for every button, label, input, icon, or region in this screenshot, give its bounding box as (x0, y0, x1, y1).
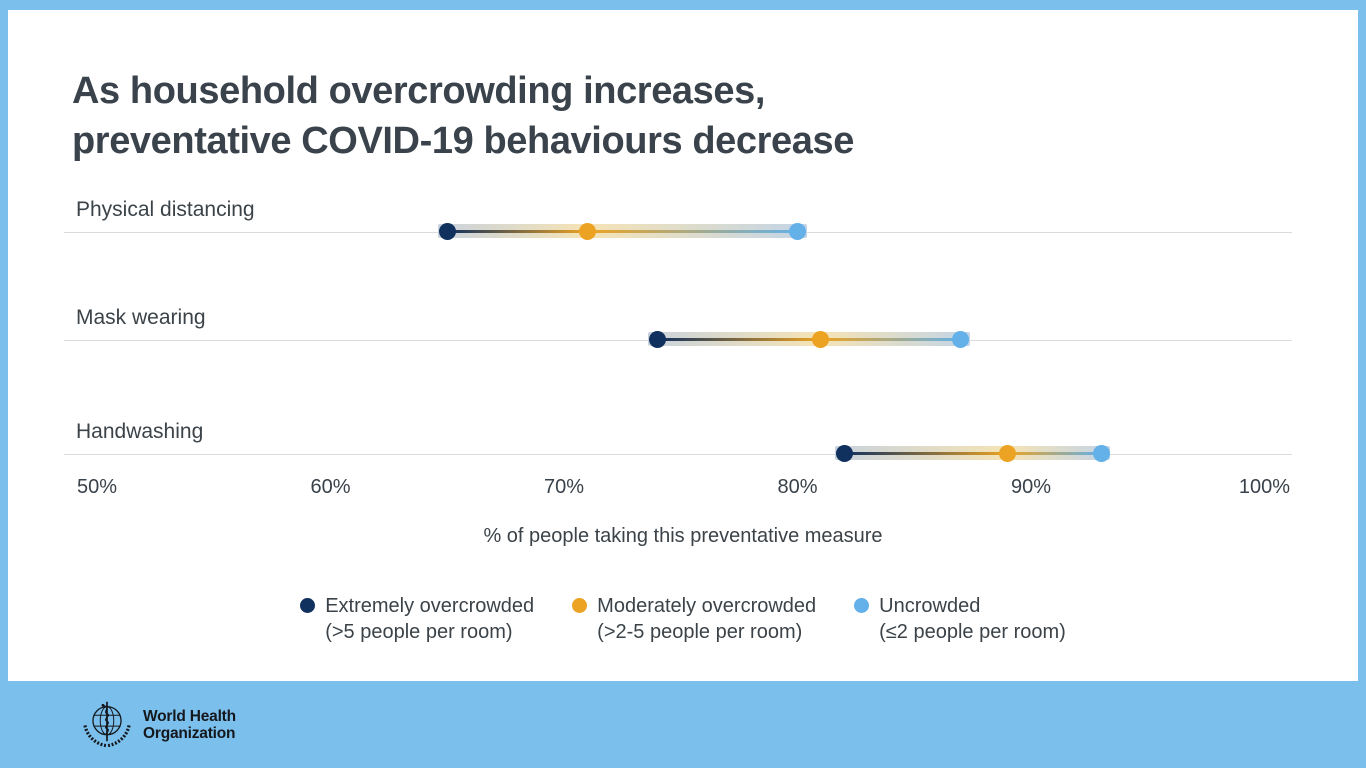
category-label: Mask wearing (76, 306, 206, 329)
connector-line (447, 229, 798, 233)
chart-title: As household overcrowding increases, pre… (72, 66, 854, 166)
connector-line (657, 337, 961, 341)
dot-extremely-overcrowded (438, 222, 456, 240)
category-label: Physical distancing (76, 198, 255, 221)
dot-moderately-overcrowded (999, 444, 1017, 462)
who-wordmark-line2: Organization (143, 724, 236, 742)
x-tick-label: 90% (1010, 476, 1052, 498)
x-tick-label: 80% (777, 476, 818, 498)
legend-item: Uncrowded (≤2 people per room) (854, 593, 1066, 645)
x-tick-label: 60% (310, 476, 351, 498)
category-gridline (64, 454, 1292, 455)
legend-label: Uncrowded (≤2 people per room) (879, 595, 1066, 643)
x-tick-label: 100% (1238, 476, 1291, 498)
legend-dot-icon (300, 598, 316, 613)
who-emblem-icon (83, 701, 131, 747)
legend-label: Moderately overcrowded (>2-5 people per r… (597, 595, 817, 643)
dot-uncrowded (789, 222, 806, 240)
dot-moderately-overcrowded (578, 222, 596, 240)
dot-moderately-overcrowded (812, 330, 830, 348)
who-logo: World Health Organization (80, 698, 236, 752)
plot-area: Physical distancing Mask wearing Handwashi… (8, 10, 1358, 681)
dot-uncrowded (952, 330, 970, 348)
connector-line (844, 451, 1102, 455)
chart-title-line1: As household overcrowding increases, (72, 70, 766, 112)
who-wordmark: World Health Organization (143, 708, 236, 742)
dot-extremely-overcrowded (835, 444, 853, 462)
who-wordmark-line1: World Health (143, 707, 236, 725)
x-tick-label: 70% (543, 476, 585, 498)
legend: Extremely overcrowded (>5 people per room… (8, 593, 1358, 645)
legend-label: Extremely overcrowded (>5 people per room… (325, 595, 535, 643)
legend-dot-icon (572, 598, 588, 613)
dot-extremely-overcrowded (648, 330, 666, 348)
legend-item: Moderately overcrowded (>2-5 people per r… (572, 593, 816, 645)
x-axis-title: % of people taking this preventative mea… (483, 525, 883, 547)
legend-dot-icon (854, 598, 870, 613)
chart-card: As household overcrowding increases, pre… (8, 10, 1358, 681)
dot-uncrowded (1092, 444, 1110, 462)
chart-title-line2: preventative COVID-19 behaviours decreas… (72, 120, 854, 162)
footer-band: World Health Organization (0, 681, 1366, 768)
category-label: Handwashing (76, 420, 204, 443)
x-tick-label: 50% (76, 476, 118, 498)
legend-item: Extremely overcrowded (>5 people per room… (300, 593, 534, 645)
